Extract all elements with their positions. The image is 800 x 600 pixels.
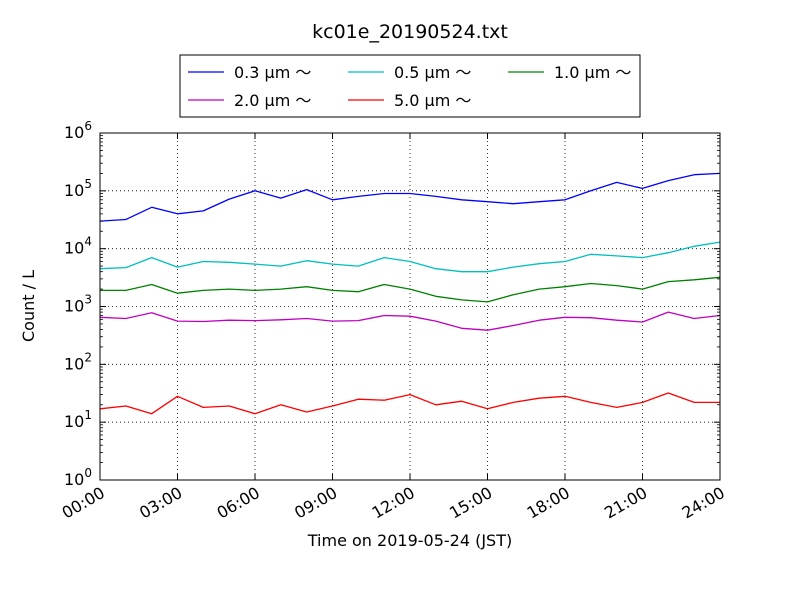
x-tick-label: 18:00 <box>524 483 573 523</box>
series-line-2 <box>100 276 721 303</box>
x-tick-label: 09:00 <box>291 483 340 523</box>
x-axis-label: Time on 2019-05-24 (JST) <box>307 531 512 550</box>
legend-box <box>179 54 641 118</box>
legend-label-1: 0.5 μm ～ <box>394 63 471 82</box>
series-line-4 <box>99 392 720 415</box>
y-tick-label: 105 <box>64 177 92 200</box>
x-tick-label: 03:00 <box>136 483 185 523</box>
x-tick-label: 06:00 <box>214 483 263 523</box>
y-tick-label: 101 <box>64 408 92 431</box>
chart-title: kc01e_20190524.txt <box>312 21 508 43</box>
y-tick-label: 103 <box>64 293 92 316</box>
y-axis-ticks: 100 101 102 103 104 105 106 <box>64 119 720 489</box>
y-tick-label: 106 <box>64 119 92 142</box>
grid <box>100 133 720 480</box>
x-axis-ticks: 00:00 03:00 06:00 09:00 12:00 15:00 18:00 21:00… <box>59 133 728 523</box>
series-line-0 <box>99 172 721 222</box>
x-tick-label: 24:00 <box>679 483 728 523</box>
series-line-3 <box>99 311 721 331</box>
y-tick-label: 104 <box>64 235 92 258</box>
legend-label-2: 1.0 μm ～ <box>554 63 631 82</box>
x-tick-label: 15:00 <box>446 483 495 523</box>
y-axis-label: Count / L <box>19 270 38 342</box>
legend-label-4: 5.0 μm ～ <box>394 91 471 110</box>
legend-label-3: 2.0 μm ～ <box>234 91 311 110</box>
x-tick-label: 21:00 <box>601 483 650 523</box>
series-line-1 <box>99 241 721 273</box>
x-tick-label: 12:00 <box>369 483 418 523</box>
series-group <box>99 172 721 415</box>
legend-label-0: 0.3 μm ～ <box>234 63 311 82</box>
legend: 0.3 μm ～ 0.5 μm ～ 1.0 μm ～ 2.0 μm ～ 5.0 μm ～ <box>179 54 641 118</box>
y-tick-label: 100 <box>64 466 92 489</box>
y-tick-label: 102 <box>64 350 92 373</box>
